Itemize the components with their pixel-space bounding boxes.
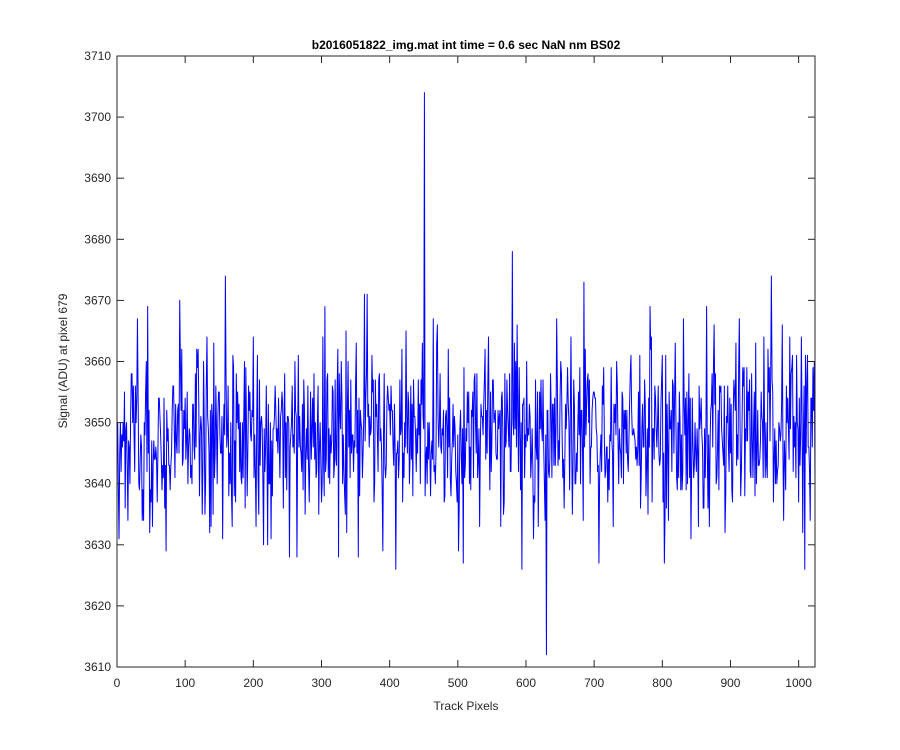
- x-tick-label: 1000: [785, 676, 812, 690]
- y-axis-label: Signal (ADU) at pixel 679: [56, 293, 70, 428]
- x-tick-label: 400: [380, 676, 400, 690]
- series-layer: [117, 92, 815, 656]
- plot-area: [117, 56, 815, 667]
- y-tick-label: 3660: [84, 355, 111, 369]
- y-tick-label: 3680: [84, 232, 111, 246]
- y-tick-label: 3710: [84, 49, 111, 63]
- y-tick-label: 3700: [84, 110, 111, 124]
- x-tick-label: 800: [652, 676, 672, 690]
- x-tick-label: 500: [448, 676, 468, 690]
- y-axis-ticks: 3610 3620 3630 3640 3650 3660 3670 3680 3690 3700…: [84, 49, 815, 674]
- x-tick-label: 200: [243, 676, 263, 690]
- chart-title: b2016051822_img.mat int time = 0.6 sec N…: [312, 38, 621, 52]
- x-tick-label: 300: [311, 676, 331, 690]
- y-tick-label: 3690: [84, 171, 111, 185]
- y-tick-label: 3620: [84, 599, 111, 613]
- x-axis-label: Track Pixels: [434, 699, 499, 713]
- y-tick-label: 3650: [84, 416, 111, 430]
- y-tick-label: 3640: [84, 477, 111, 491]
- x-tick-label: 900: [720, 676, 740, 690]
- x-tick-label: 600: [516, 676, 536, 690]
- y-tick-label: 3670: [84, 293, 111, 307]
- y-tick-label: 3610: [84, 660, 111, 674]
- signal-series-line: [117, 92, 815, 656]
- x-axis-ticks: 0 100 200 300 400 500 600 700 800 900 1000: [114, 56, 812, 690]
- y-tick-label: 3630: [84, 538, 111, 552]
- x-tick-label: 0: [114, 676, 121, 690]
- x-tick-label: 100: [175, 676, 195, 690]
- x-tick-label: 700: [584, 676, 604, 690]
